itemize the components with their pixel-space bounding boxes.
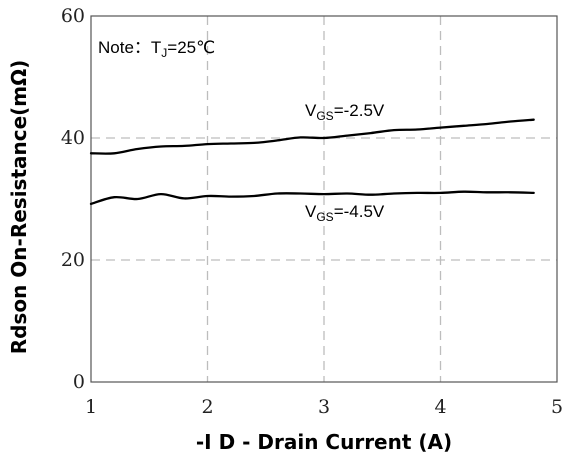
temperature-note: Note：TJ=25℃ bbox=[98, 38, 215, 60]
series-label-subscript: GS bbox=[316, 210, 333, 224]
tick-labels: 1 2 3 4 5 0 20 40 60 bbox=[61, 5, 563, 418]
x-tick-label: 3 bbox=[318, 396, 330, 418]
note-subscript: J bbox=[161, 46, 167, 60]
series-line-1 bbox=[89, 190, 535, 206]
grid-lines bbox=[91, 16, 557, 382]
y-tick-label: 60 bbox=[61, 5, 85, 27]
series-label-vgs-2.5v: VGS=-2.5V bbox=[305, 101, 385, 123]
series-label-vgs-4.5v: VGS=-4.5V bbox=[305, 202, 385, 224]
series-label-subscript: GS bbox=[316, 109, 333, 123]
x-tick-label: 4 bbox=[434, 396, 446, 418]
series-label-rest: =-4.5V bbox=[334, 202, 385, 221]
y-tick-label: 0 bbox=[73, 371, 85, 393]
series-lines bbox=[89, 118, 535, 206]
series-line-0 bbox=[89, 118, 535, 155]
y-axis-title: Rdson On-Resistance(mΩ) bbox=[7, 60, 31, 355]
series-label-base: V bbox=[305, 202, 317, 221]
series-label-rest: =-2.5V bbox=[334, 101, 385, 120]
y-tick-label: 20 bbox=[61, 249, 85, 271]
x-axis-title: -I D - Drain Current (A) bbox=[196, 430, 452, 454]
x-tick-label: 2 bbox=[201, 396, 213, 418]
note-prefix: Note：T bbox=[98, 38, 161, 57]
series-label-base: V bbox=[305, 101, 317, 120]
x-tick-label: 5 bbox=[551, 396, 563, 418]
plot-area-frame bbox=[90, 15, 558, 383]
y-tick-label: 40 bbox=[61, 127, 85, 149]
x-tick-label: 1 bbox=[85, 396, 97, 418]
note-suffix: =25℃ bbox=[167, 38, 215, 57]
